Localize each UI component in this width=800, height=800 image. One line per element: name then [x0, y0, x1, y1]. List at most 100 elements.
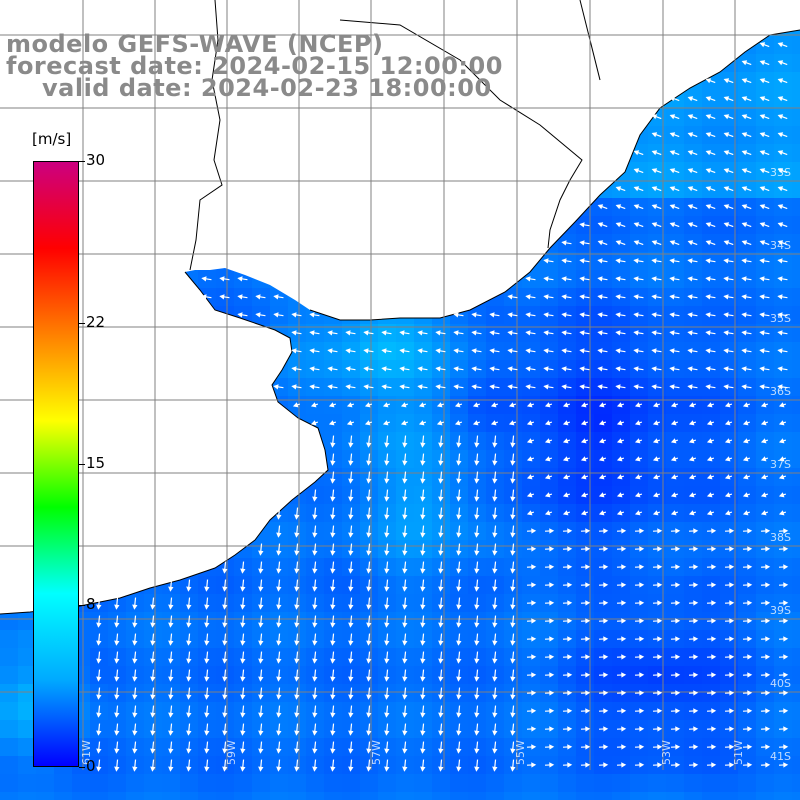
wind-arrow	[652, 618, 663, 624]
wind-arrow	[222, 669, 228, 682]
wind-arrow	[778, 726, 789, 732]
wind-arrow	[724, 492, 733, 498]
wind-arrow	[741, 312, 752, 318]
wind-arrow	[492, 687, 498, 700]
ocean-cell	[792, 108, 800, 127]
wind-arrow	[633, 150, 644, 156]
wind-arrow	[255, 312, 266, 318]
wind-arrow	[420, 705, 426, 718]
wind-arrow	[438, 543, 444, 556]
ocean-cell	[702, 774, 721, 793]
wind-arrow	[456, 741, 462, 754]
ocean-cell	[792, 684, 800, 703]
colorbar-tick-mark	[79, 605, 85, 607]
ocean-cell	[738, 792, 757, 800]
wind-arrow	[597, 258, 608, 264]
latitude-label: 36S	[770, 385, 791, 398]
wind-arrow	[526, 600, 537, 606]
wind-arrow	[456, 489, 462, 502]
wind-arrow	[420, 525, 426, 538]
ocean-cell	[288, 774, 307, 793]
wind-arrow	[544, 744, 555, 750]
ocean-cell	[738, 774, 757, 793]
wind-arrow	[688, 618, 699, 624]
wind-arrow	[760, 582, 771, 588]
wind-arrow	[474, 579, 480, 592]
wind-arrow	[237, 294, 248, 300]
wind-arrow	[327, 330, 338, 336]
colorbar-unit: [m/s]	[32, 130, 72, 148]
wind-arrow	[292, 402, 301, 408]
wind-arrow	[598, 402, 607, 408]
wind-arrow	[436, 402, 445, 408]
wind-arrow	[670, 492, 679, 498]
wind-arrow	[759, 60, 770, 66]
wind-arrow	[384, 525, 390, 538]
wind-arrow	[742, 582, 753, 588]
wind-arrow	[562, 492, 571, 498]
wind-arrow	[474, 687, 480, 700]
wind-arrow	[492, 615, 498, 628]
wind-arrow	[616, 474, 625, 480]
wind-arrow	[688, 654, 699, 660]
wind-arrow	[544, 636, 555, 642]
wind-arrow	[330, 651, 336, 664]
wind-arrow	[688, 438, 697, 444]
wind-arrow	[616, 510, 625, 516]
wind-arrow	[688, 582, 699, 588]
ocean-cell	[792, 486, 800, 505]
wind-arrow	[402, 543, 408, 556]
wind-arrow	[186, 651, 192, 664]
wind-arrow	[240, 597, 246, 610]
ocean-cell	[0, 648, 19, 667]
wind-arrow	[510, 579, 516, 592]
wind-arrow	[706, 492, 715, 498]
wind-arrow	[706, 564, 717, 570]
wind-arrow	[384, 579, 390, 592]
ocean-cell	[234, 792, 253, 800]
ocean-cell	[792, 792, 800, 800]
wind-arrow	[706, 618, 717, 624]
wind-arrow	[723, 186, 734, 192]
wind-arrow	[544, 402, 553, 408]
wind-arrow	[741, 240, 752, 246]
wind-arrow	[615, 312, 626, 318]
wind-arrow	[417, 366, 428, 372]
ocean-cell	[18, 630, 37, 649]
wind-arrow	[474, 597, 480, 610]
ocean-cell	[108, 774, 127, 793]
wind-arrow	[222, 633, 228, 646]
wind-arrow	[240, 651, 246, 664]
wind-arrow	[579, 384, 590, 390]
wind-arrow	[418, 402, 427, 408]
wind-arrow	[402, 579, 408, 592]
wind-arrow	[525, 348, 536, 354]
wind-arrow	[384, 669, 390, 682]
wind-arrow	[616, 420, 625, 426]
wind-arrow	[348, 597, 354, 610]
wind-arrow	[453, 348, 464, 354]
wind-arrow	[258, 633, 264, 646]
wind-arrow	[777, 366, 788, 372]
ocean-cell	[18, 738, 37, 757]
wind-arrow	[651, 330, 662, 336]
wind-arrow	[651, 384, 662, 390]
wind-arrow	[669, 168, 680, 174]
wind-arrow	[510, 543, 516, 556]
wind-arrow	[435, 330, 446, 336]
wind-arrow	[741, 96, 752, 102]
wind-arrow	[580, 510, 589, 516]
wind-arrow	[724, 546, 735, 552]
wind-arrow	[670, 708, 681, 714]
wind-arrow	[778, 492, 787, 498]
ocean-cell	[180, 792, 199, 800]
wind-arrow	[759, 186, 770, 192]
wind-arrow	[544, 438, 553, 444]
wind-arrow	[510, 453, 516, 466]
wind-arrow	[634, 510, 643, 516]
wind-arrow	[489, 384, 500, 390]
wind-arrow	[778, 474, 787, 480]
ocean-cell	[126, 792, 145, 800]
ocean-cell	[684, 774, 703, 793]
wind-arrow	[544, 474, 553, 480]
